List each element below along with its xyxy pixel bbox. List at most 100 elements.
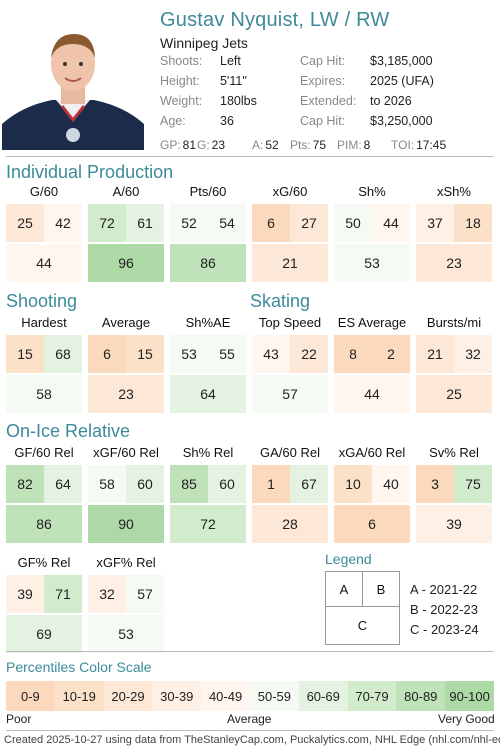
scale-bin: 30-39 (152, 681, 202, 711)
metric-label: A/60 (112, 184, 140, 199)
cell-c: 90 (88, 505, 164, 543)
bio-value: Left (220, 54, 241, 68)
metric-label: Pts/60 (189, 184, 227, 199)
stat-item: GP: 81 (160, 138, 196, 152)
cell-c: 28 (252, 505, 328, 543)
cell-c: 25 (416, 375, 492, 413)
stat-key: G: (197, 138, 210, 152)
divider (6, 156, 494, 157)
legend-cell-c: C (325, 606, 400, 645)
metric-label: xGA/60 Rel (338, 445, 406, 460)
cell-b: 2 (372, 335, 410, 373)
divider (6, 730, 494, 731)
section-skating: Skating (250, 291, 311, 311)
metric-label: ES Average (337, 315, 407, 330)
stat-item: TOI: 17:45 (391, 138, 446, 152)
cell-b: 75 (454, 465, 492, 503)
bio-key: Cap Hit: (300, 114, 346, 128)
cell-a: 10 (334, 465, 372, 503)
bio-value: 180lbs (220, 94, 257, 108)
stat-value: 75 (312, 138, 327, 152)
bio-row: Extended: to 2026 (300, 94, 490, 110)
cell-a: 39 (6, 575, 44, 613)
metric-label: Sv% Rel (429, 445, 479, 460)
cell-b: 18 (454, 204, 492, 242)
stat-key: TOI: (391, 138, 415, 152)
section-on-ice-relative: On-Ice Relative (6, 421, 131, 441)
scale-average-label: Average (227, 712, 272, 726)
metric-label: xSh% (437, 184, 471, 199)
scale-poor-label: Poor (6, 712, 32, 726)
cell-c: 44 (334, 375, 410, 413)
stat-key: A: (252, 138, 264, 152)
bio-row: Expires: 2025 (UFA) (300, 74, 490, 90)
stat-key: GP: (160, 138, 181, 152)
metric-label: G/60 (29, 184, 59, 199)
cell-a: 3 (416, 465, 454, 503)
cell-c: 21 (252, 244, 328, 282)
cell-b: 55 (208, 335, 246, 373)
cell-c: 72 (170, 505, 246, 543)
cell-c: 23 (416, 244, 492, 282)
scale-bin: 40-49 (201, 681, 250, 711)
cell-a: 37 (416, 204, 454, 242)
cell-a: 6 (88, 335, 126, 373)
bio-row: Cap Hit: $3,185,000 (300, 54, 490, 70)
player-photo (2, 24, 144, 150)
stat-value: 8 (363, 138, 371, 152)
cell-c: 44 (6, 244, 82, 282)
cell-a: 21 (416, 335, 454, 373)
scale-bin: 80-89 (396, 681, 446, 711)
cell-c: 69 (6, 615, 82, 653)
cell-a: 43 (252, 335, 290, 373)
cell-a: 85 (170, 465, 208, 503)
metric-label: Hardest (21, 315, 67, 330)
scale-bin: 0-9 (6, 681, 55, 711)
cell-b: 68 (44, 335, 82, 373)
stat-value: 52 (265, 138, 279, 152)
cell-b: 27 (290, 204, 328, 242)
divider (6, 651, 494, 652)
team-name: Winnipeg Jets (160, 35, 248, 51)
bio-row: Age: 36 (160, 114, 300, 130)
cell-b: 61 (126, 204, 164, 242)
cell-a: 8 (334, 335, 372, 373)
stat-item: A: 52 (252, 138, 279, 152)
bio-key: Height: (160, 74, 200, 88)
cell-b: 54 (208, 204, 246, 242)
player-name: Gustav Nyquist, LW / RW (160, 9, 390, 31)
metric-label: Bursts/mi (426, 315, 482, 330)
cell-b: 67 (290, 465, 328, 503)
bio-key: Weight: (160, 94, 203, 108)
cell-b: 44 (372, 204, 410, 242)
stat-key: Pts: (290, 138, 311, 152)
stat-item: Pts: 75 (290, 138, 326, 152)
bio-value: $3,185,000 (370, 54, 433, 68)
cell-a: 58 (88, 465, 126, 503)
cell-b: 57 (126, 575, 164, 613)
cell-c: 57 (252, 375, 328, 413)
cell-a: 52 (170, 204, 208, 242)
cell-c: 96 (88, 244, 164, 282)
cell-b: 64 (44, 465, 82, 503)
cell-c: 53 (88, 615, 164, 653)
stat-item: PIM: 8 (337, 138, 370, 152)
metric-label: xGF% Rel (96, 555, 156, 570)
metric-label: xGF/60 Rel (93, 445, 159, 460)
bio-key: Shoots: (160, 54, 203, 68)
metric-label: Top Speed (258, 315, 322, 330)
cell-c: 6 (334, 505, 410, 543)
stat-value: 81 (182, 138, 197, 152)
legend-title: Legend (325, 551, 372, 567)
cell-b: 71 (44, 575, 82, 613)
footer-credits: Created 2025-10-27 using data from TheSt… (4, 734, 500, 746)
section-shooting: Shooting (6, 291, 78, 311)
cell-c: 53 (334, 244, 410, 282)
bio-row: Shoots: Left (160, 54, 300, 70)
cell-b: 32 (454, 335, 492, 373)
cell-b: 60 (126, 465, 164, 503)
cell-c: 39 (416, 505, 492, 543)
bio-value: 2025 (UFA) (370, 74, 434, 88)
cell-b: 60 (208, 465, 246, 503)
metric-label: GF% Rel (17, 555, 71, 570)
